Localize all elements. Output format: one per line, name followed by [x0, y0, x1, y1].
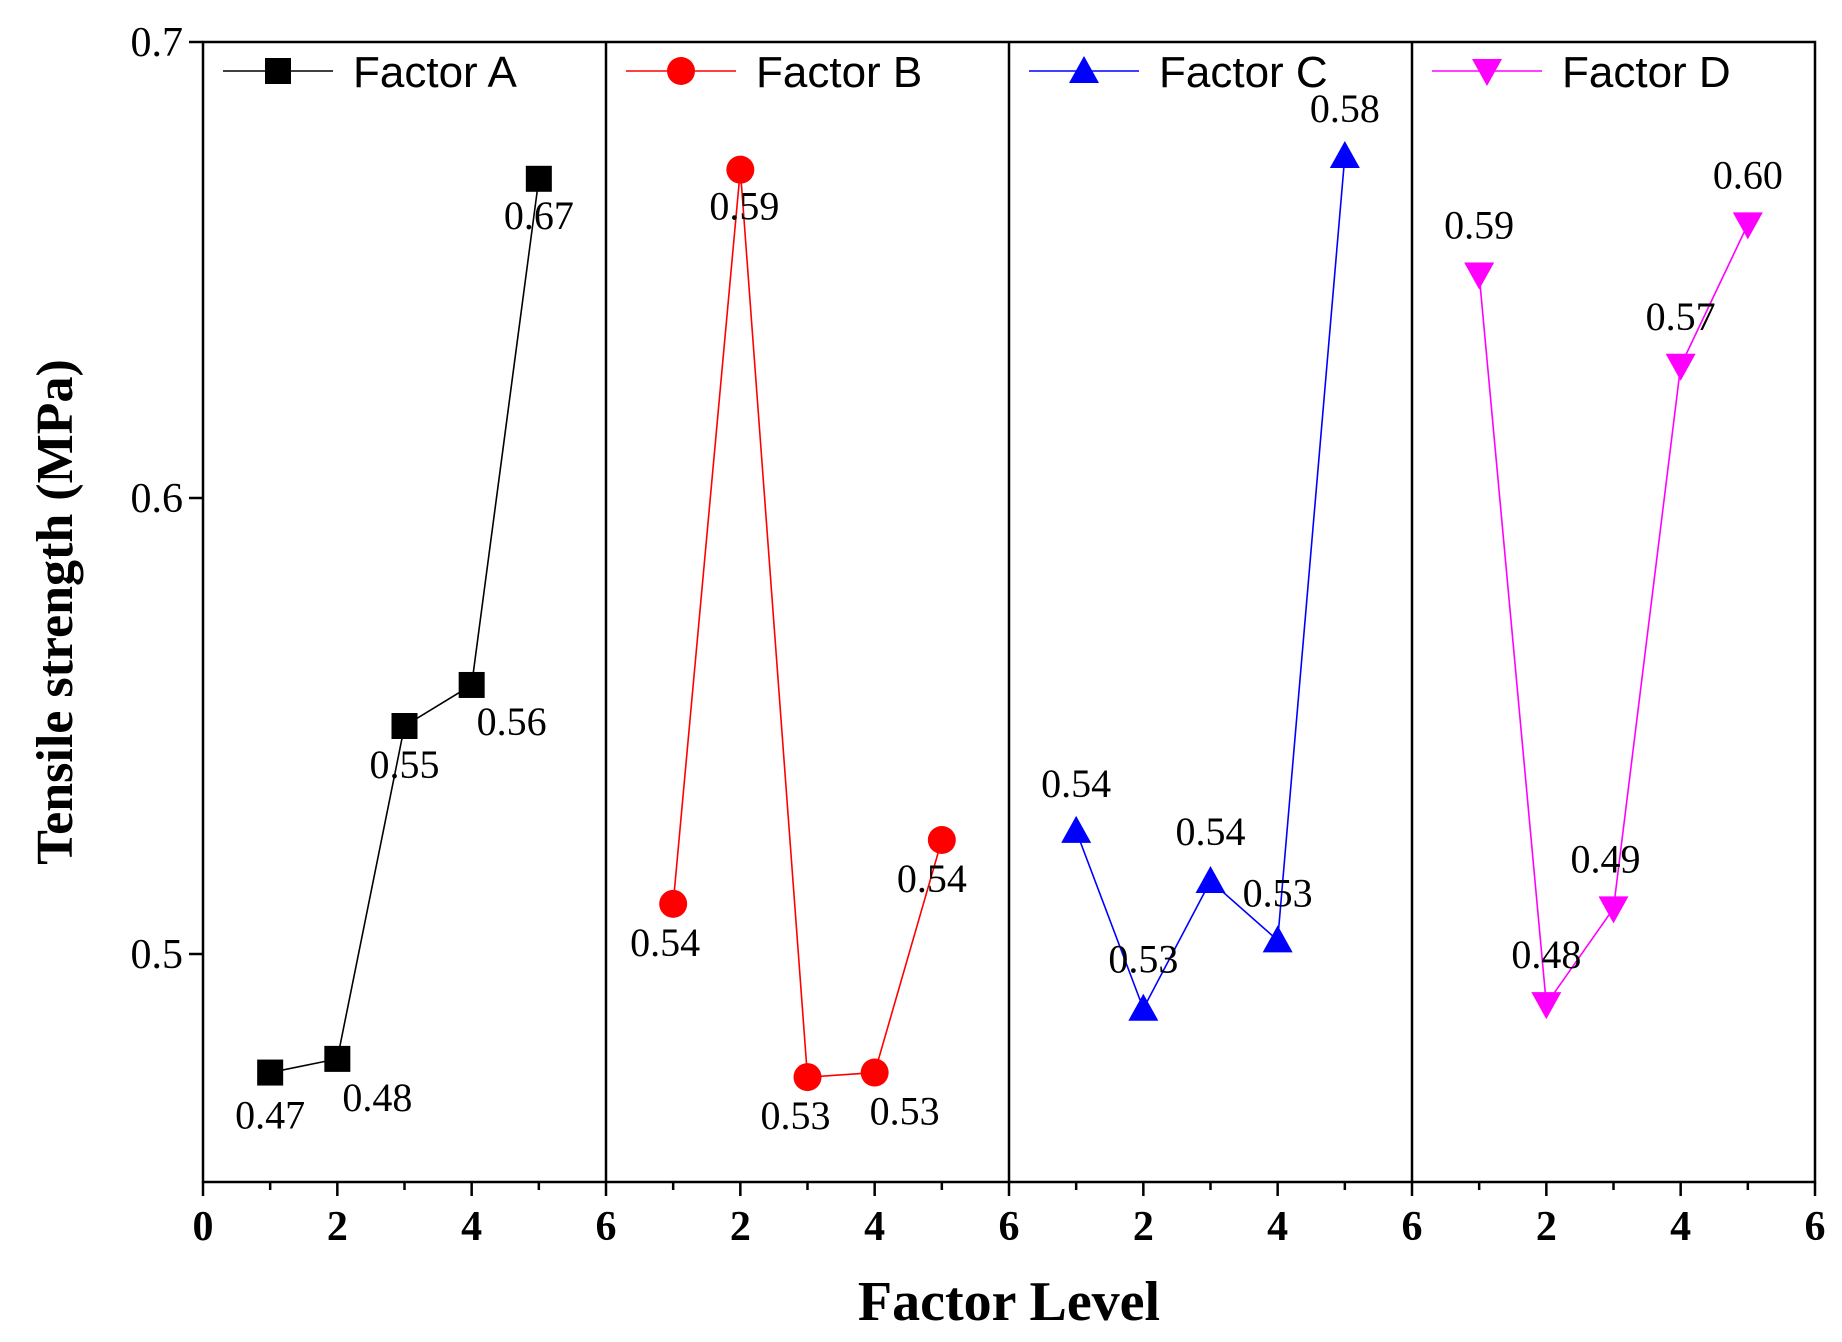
data-point-square	[265, 58, 291, 84]
data-label: 0.53	[1243, 870, 1313, 915]
data-label: 0.48	[1511, 932, 1581, 977]
x-tick-label: 2	[1536, 1204, 1557, 1250]
x-tick-label: 2	[1133, 1204, 1154, 1250]
plot-frame	[189, 40, 1817, 1196]
data-label: 0.59	[709, 184, 779, 229]
series-factor-a: 0.47 0.48 0.55 0.56 0.67 Factor A	[223, 48, 574, 1138]
data-label: 0.56	[477, 699, 547, 744]
data-label: 0.54	[1176, 809, 1246, 854]
data-label: 0.53	[1108, 937, 1178, 982]
data-point-circle	[860, 1058, 889, 1087]
data-point-triangle-down	[1472, 59, 1502, 86]
y-tick-label: 0.5	[131, 932, 184, 978]
legend-label: Factor A	[353, 48, 517, 97]
data-point-circle	[793, 1063, 822, 1092]
series-layer: 0.47 0.48 0.55 0.56 0.67 Factor A 0.54 0.59 0.53…	[223, 48, 1783, 1138]
data-point-triangle-down	[1464, 262, 1495, 290]
data-point-triangle-up	[1069, 56, 1099, 83]
series-line	[1478, 224, 1749, 1007]
data-point-square	[324, 1045, 351, 1072]
data-label: 0.60	[1713, 152, 1783, 197]
data-label: 0.54	[630, 920, 700, 965]
data-point-triangle-down	[1665, 353, 1696, 381]
data-point-square	[458, 671, 485, 698]
text-layer: Factor Level Tensile strength (MPa) 0.5 0…	[27, 20, 1826, 1333]
series-factor-d: 0.59 0.48 0.49 0.57 0.60 Factor D	[1432, 48, 1783, 1020]
data-label: 0.59	[1444, 203, 1514, 248]
data-label: 0.67	[504, 193, 574, 238]
y-axis-title: Tensile strength (MPa)	[27, 359, 84, 865]
data-point-square	[525, 165, 552, 192]
data-point-triangle-up	[1262, 925, 1293, 953]
data-point-circle	[659, 889, 688, 918]
data-point-square	[391, 713, 418, 739]
data-label: 0.57	[1646, 294, 1716, 339]
x-tick-label: 2	[327, 1204, 348, 1250]
data-point-triangle-down	[1598, 896, 1629, 924]
x-tick-label: 4	[1267, 1204, 1288, 1250]
legend-label: Factor D	[1562, 48, 1731, 97]
y-tick-label: 0.6	[131, 476, 184, 522]
x-tick-label: 0	[193, 1204, 214, 1250]
data-label: 0.47	[235, 1093, 305, 1138]
y-tick-label: 0.7	[131, 20, 184, 66]
x-axis-title: Factor Level	[858, 1271, 1160, 1333]
x-tick-label: 6	[596, 1204, 617, 1250]
data-label: 0.53	[870, 1089, 940, 1134]
data-point-triangle-down	[1732, 212, 1763, 240]
data-label: 0.54	[1041, 761, 1111, 806]
x-tick-label: 6	[999, 1204, 1020, 1250]
series-factor-b: 0.54 0.59 0.53 0.53 0.54 Factor B	[626, 48, 967, 1138]
x-tick-label: 4	[461, 1204, 482, 1250]
data-label: 0.55	[370, 742, 440, 787]
data-point-triangle-up	[1329, 141, 1360, 168]
data-point-circle	[927, 826, 956, 854]
data-label: 0.58	[1310, 86, 1380, 131]
data-point-circle	[726, 155, 755, 184]
x-tick-label: 6	[1402, 1204, 1423, 1250]
series-line	[672, 169, 943, 1078]
data-point-triangle-down	[1531, 992, 1562, 1020]
data-point-triangle-up	[1128, 993, 1159, 1021]
legend-label: Factor C	[1159, 48, 1328, 97]
data-point-triangle-up	[1061, 815, 1092, 843]
x-tick-label: 4	[864, 1204, 885, 1250]
data-point-circle	[667, 57, 695, 85]
data-point-square	[257, 1059, 284, 1086]
series-line	[270, 178, 540, 1074]
x-tick-label: 4	[1670, 1204, 1691, 1250]
x-tick-label: 6	[1805, 1204, 1826, 1250]
legend-label: Factor B	[756, 48, 922, 97]
data-point-triangle-up	[1195, 866, 1226, 894]
data-label: 0.53	[761, 1093, 831, 1138]
data-label: 0.49	[1571, 836, 1641, 881]
data-label: 0.48	[342, 1075, 412, 1120]
x-tick-label: 2	[730, 1204, 751, 1250]
data-label: 0.54	[897, 856, 967, 901]
